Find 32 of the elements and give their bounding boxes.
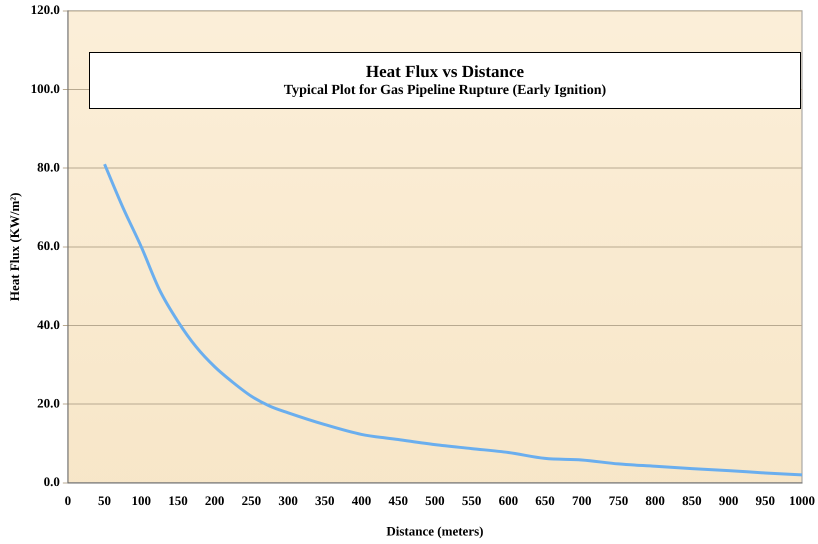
x-tick-label: 950 xyxy=(756,492,776,508)
x-tick-label: 250 xyxy=(242,492,262,508)
y-tick-label: 80.0 xyxy=(37,159,60,174)
x-tick-label: 350 xyxy=(315,492,335,508)
y-tick-label: 40.0 xyxy=(37,316,60,332)
x-tick-label: 600 xyxy=(498,492,518,508)
x-tick-label: 750 xyxy=(608,492,628,508)
x-tick-label: 50 xyxy=(98,492,112,508)
x-tick-label: 800 xyxy=(645,492,665,508)
x-tick-label: 450 xyxy=(388,492,408,508)
x-tick-label: 400 xyxy=(352,492,372,508)
x-tick-label: 0 xyxy=(64,492,72,508)
x-tick-label: 850 xyxy=(682,492,702,508)
y-tick-label: 0.0 xyxy=(44,474,60,490)
y-tick-label: 60.0 xyxy=(37,238,60,254)
y-axis-title: Heat Flux (KW/m²) xyxy=(7,192,22,302)
y-tick-label: 20.0 xyxy=(37,395,60,410)
y-tick-label: 120.0 xyxy=(30,2,60,18)
x-tick-label: 700 xyxy=(572,492,592,508)
x-tick-label: 650 xyxy=(535,492,555,508)
x-tick-label: 200 xyxy=(204,492,224,508)
title-panel: Heat Flux vs Distance Typical Plot for Gas Pipeline Rupture (Early Ignition) xyxy=(89,52,801,109)
x-axis-title: Distance (meters) xyxy=(386,524,484,539)
x-tick-label: 500 xyxy=(425,492,445,508)
line-series xyxy=(103,162,802,476)
x-tick-label: 150 xyxy=(168,492,188,508)
x-tick-label: 300 xyxy=(278,492,298,508)
y-tick-label: 100.0 xyxy=(30,80,60,96)
x-tick-label: 1000 xyxy=(789,492,815,508)
x-tick-label: 100 xyxy=(132,492,152,508)
x-tick-label: 900 xyxy=(718,492,738,508)
x-tick-label: 550 xyxy=(462,492,482,508)
